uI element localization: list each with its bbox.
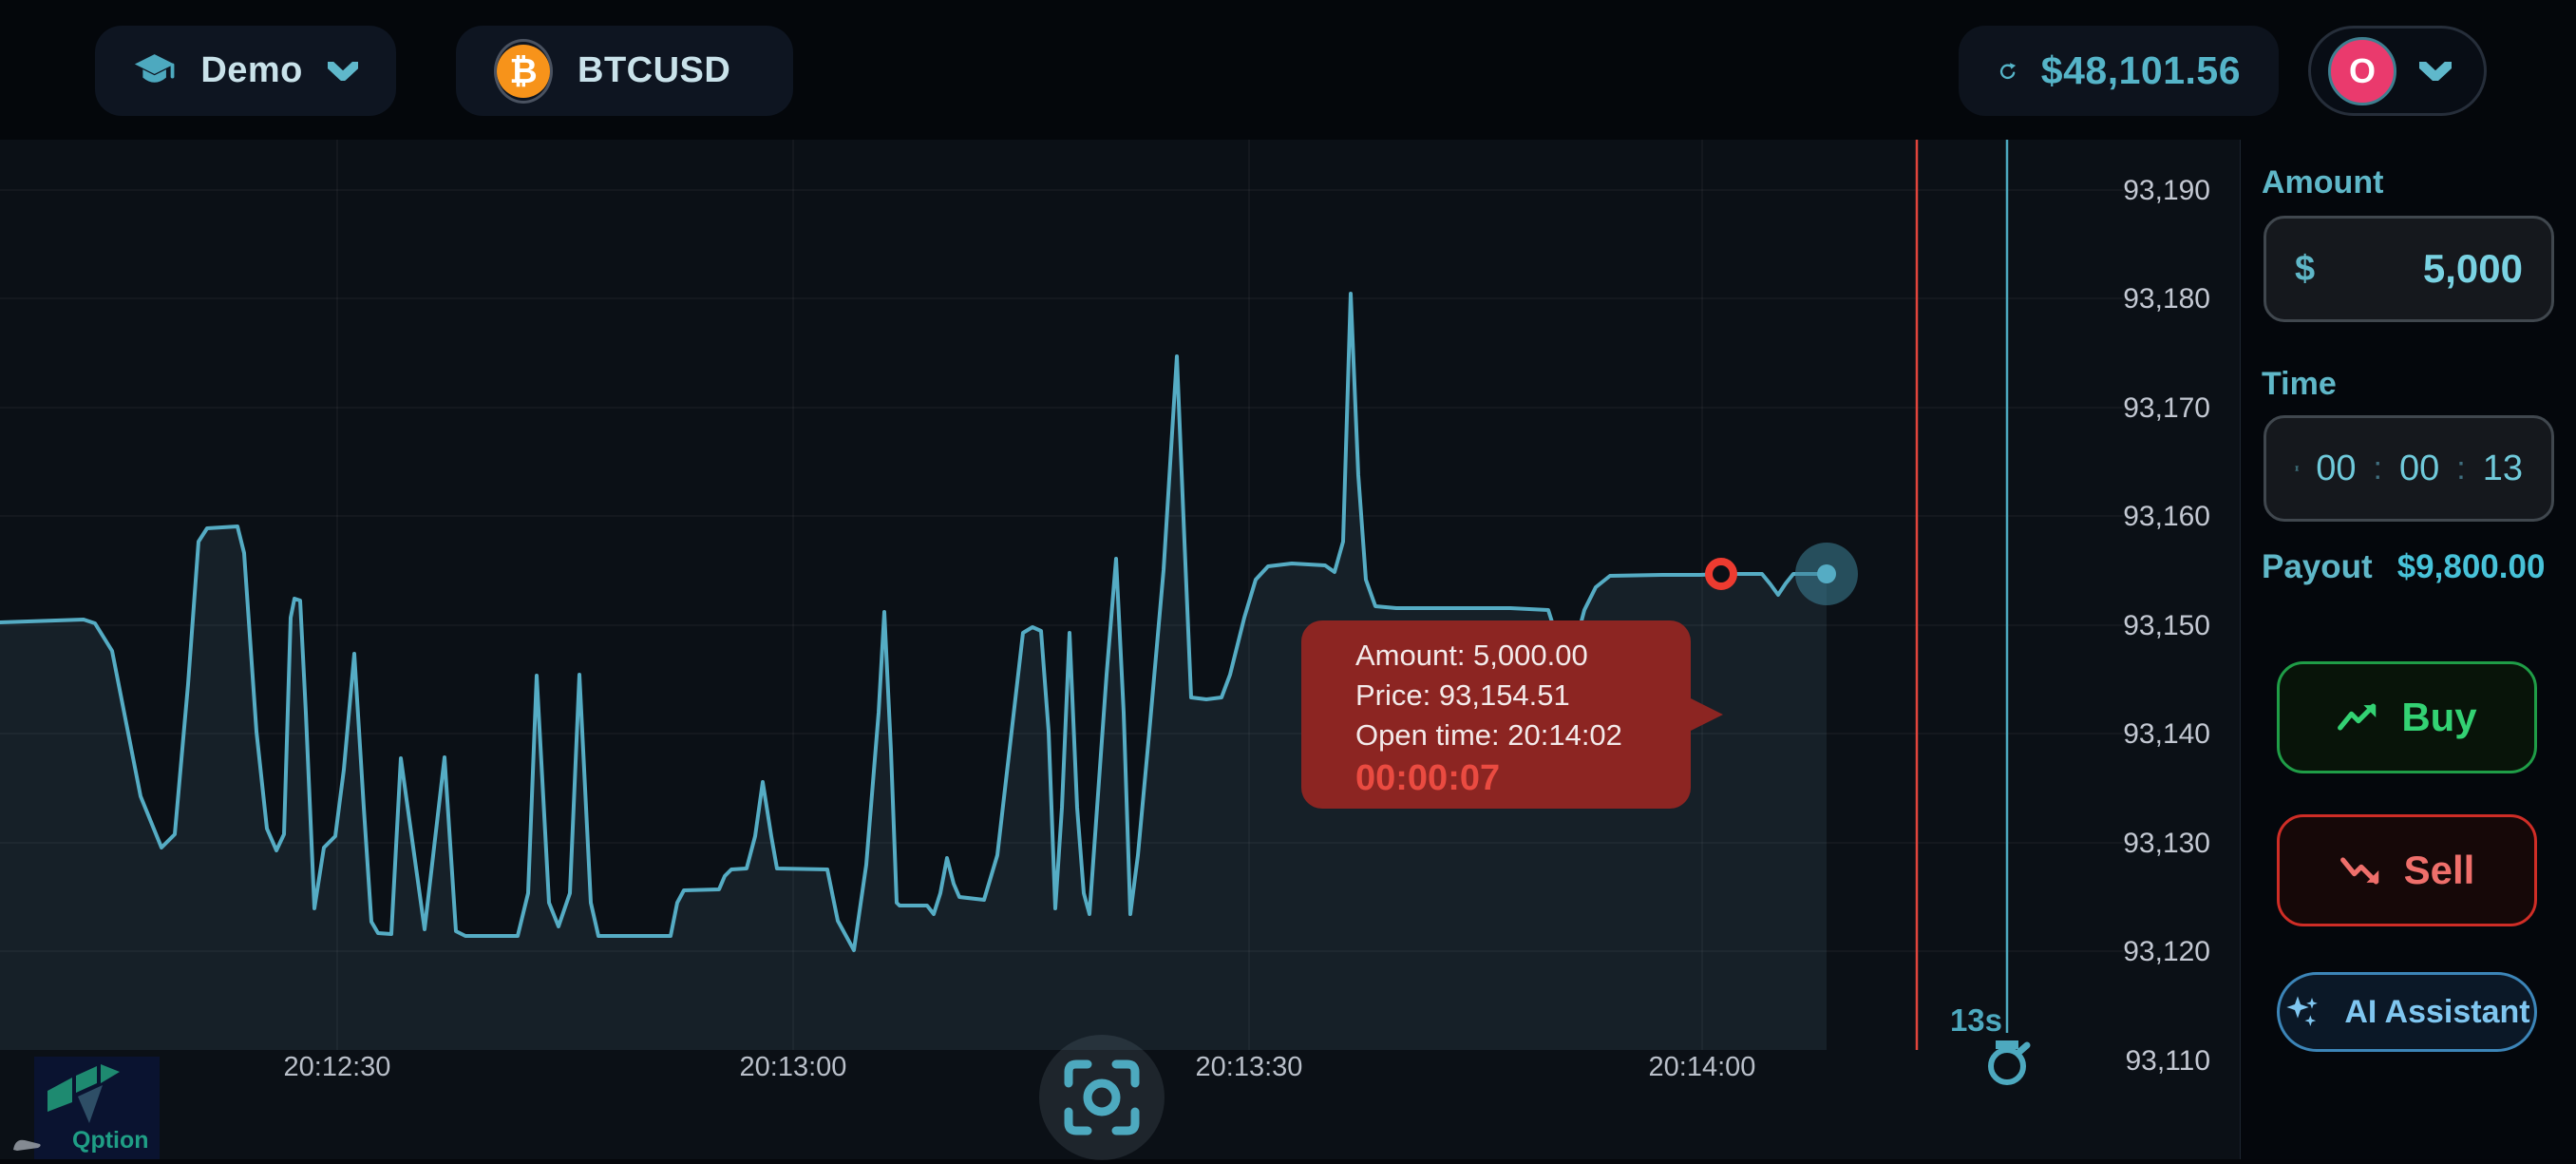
refresh-icon [1999,62,2017,79]
payout-label: Payout [2262,548,2373,585]
chart-canvas: 13s 93,190 93,180 93,170 93,160 93,150 93,140 9… [0,140,2210,1085]
tooltip-countdown: 00:00:07 [1355,758,1501,798]
svg-text:20:13:00: 20:13:00 [740,1052,847,1082]
balance-display[interactable]: $48,101.56 [1959,26,2279,116]
svg-text:93,180: 93,180 [2123,283,2210,315]
brand-name: Qption [72,1127,149,1154]
mouse-cursor [13,1139,41,1151]
sell-label: Sell [2403,848,2475,892]
sell-button[interactable]: Sell [2277,814,2537,926]
hourglass-icon [2295,466,2299,471]
svg-text:93,170: 93,170 [2123,392,2210,424]
open-trade-tooltip: Amount: 5,000.00 Price: 93,154.51 Open t… [1301,620,1723,809]
account-selector[interactable]: Demo [95,26,396,116]
chevron-down-icon [2419,61,2452,81]
scan-frame-icon [1064,1059,1140,1135]
svg-text:13s: 13s [1950,1002,2002,1038]
buy-button[interactable]: Buy [2277,661,2537,773]
symbol-selector[interactable]: ₿ BTCUSD [456,26,793,116]
time-colon: : [2456,449,2466,487]
svg-text:93,120: 93,120 [2123,936,2210,967]
ai-assistant-button[interactable]: AI Assistant [2277,972,2537,1052]
tooltip-price: Price: 93,154.51 [1355,678,1570,712]
svg-text:93,150: 93,150 [2123,610,2210,641]
payout-row: Payout $9,800.00 [2262,548,2545,586]
account-label: Demo [200,50,303,90]
time-colon: : [2373,449,2382,487]
brand-watermark: Qption [34,1057,160,1159]
profile-menu[interactable]: O [2308,26,2487,116]
avatar: O [2328,36,2396,105]
currency-symbol: $ [2295,248,2316,289]
svg-text:20:13:30: 20:13:30 [1196,1052,1303,1082]
top-bar: Demo ₿ BTCUSD $48,101.56 O [0,0,2576,140]
time-label: Time [2262,366,2337,402]
tooltip-open-time: Open time: 20:14:02 [1355,718,1622,752]
svg-text:93,160: 93,160 [2123,501,2210,532]
ai-assistant-label: AI Assistant [2344,993,2530,1030]
payout-value: $9,800.00 [2396,548,2546,585]
sparkles-icon [2286,996,2319,1026]
time-hours: 00 [2316,448,2357,488]
brand-logo-icon [47,1064,120,1123]
svg-text:93,110: 93,110 [2125,1045,2210,1077]
svg-text:93,190: 93,190 [2123,175,2210,206]
trend-down-icon [2339,857,2378,885]
time-minutes: 00 [2398,448,2440,488]
trend-up-icon [2338,703,2377,731]
trade-panel: Amount $ 5,000 Time 00 : 00 : 13 Payout … [2240,140,2576,1159]
svg-text:93,140: 93,140 [2123,718,2210,750]
svg-text:93,130: 93,130 [2123,828,2210,859]
buy-label: Buy [2401,695,2477,739]
amount-value: 5,000 [2422,246,2523,291]
tooltip-tail [1691,698,1723,731]
chevron-down-icon [327,61,358,81]
balance-value: $48,101.56 [2040,48,2241,92]
bitcoin-icon: ₿ [494,38,553,104]
time-input[interactable]: 00 : 00 : 13 [2263,415,2554,522]
price-chart[interactable]: 13s 93,190 93,180 93,170 93,160 93,150 93,140 9… [0,140,2240,1160]
amount-input[interactable]: $ 5,000 [2263,216,2554,322]
symbol-label: BTCUSD [578,50,731,90]
tooltip-amount: Amount: 5,000.00 [1355,639,1588,672]
svg-text:20:12:30: 20:12:30 [284,1052,391,1082]
svg-text:20:14:00: 20:14:00 [1649,1052,1756,1082]
time-seconds: 13 [2482,448,2523,488]
amount-label: Amount [2262,164,2384,200]
graduation-cap-icon [134,53,175,83]
focus-press-indicator [1039,1035,1165,1160]
